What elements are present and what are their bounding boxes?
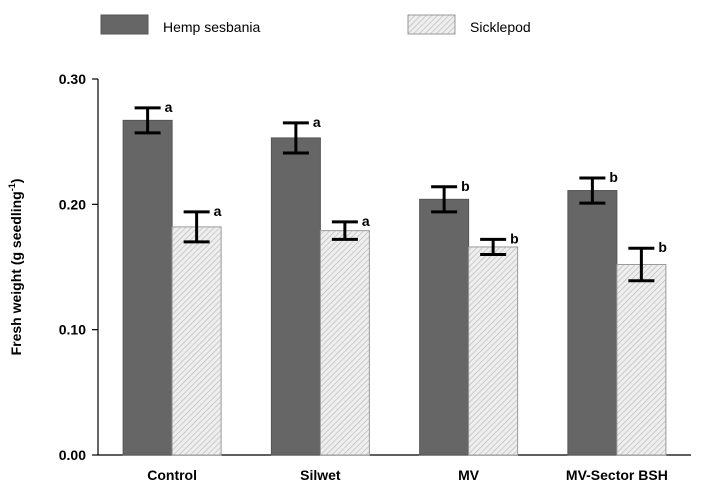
significance-label: a	[362, 213, 370, 229]
bar	[122, 119, 173, 456]
bars	[122, 119, 667, 456]
legend-label-sicklepod: Sicklepod	[470, 19, 531, 35]
bar	[270, 137, 321, 456]
significance-label: a	[214, 203, 222, 219]
significance-label: b	[461, 178, 470, 194]
y-tick-label: 0.10	[59, 322, 86, 338]
legend-label-hemp-sesbania: Hemp sesbania	[163, 19, 260, 35]
significance-label: a	[165, 99, 173, 115]
legend-swatch-hemp-sesbania	[100, 14, 149, 35]
y-axis-label-main: Fresh weight (g seedling	[8, 191, 24, 355]
category-label: Silwet	[300, 467, 341, 482]
category-label: Control	[147, 467, 197, 482]
significance-label: b	[658, 239, 667, 255]
legend-swatch-sicklepod	[407, 14, 456, 35]
significance-labels: a a a a b b b b	[165, 99, 667, 255]
y-axis: 0.00 0.10 0.20 0.30	[59, 71, 99, 463]
bar	[319, 230, 370, 456]
error-bars	[134, 106, 655, 283]
bar	[616, 263, 667, 456]
y-axis-label: Fresh weight (g seedling-1)	[7, 179, 24, 356]
significance-label: b	[510, 230, 519, 246]
bar	[468, 246, 519, 456]
bar	[419, 198, 470, 456]
category-label: MV	[458, 467, 480, 482]
category-label: MV-Sector BSH	[566, 467, 668, 482]
legend: Hemp sesbania Sicklepod	[100, 14, 531, 35]
y-tick-label: 0.20	[59, 196, 86, 212]
y-axis-label-superscript: -1	[7, 183, 17, 191]
y-axis-label-close: )	[8, 179, 24, 184]
significance-label: a	[313, 114, 321, 130]
bar	[171, 226, 222, 456]
significance-label: b	[609, 169, 618, 185]
bar	[567, 190, 618, 456]
category-labels: Control Silwet MV MV-Sector BSH	[147, 467, 668, 482]
y-tick-label: 0.30	[59, 71, 86, 87]
y-tick-label: 0.00	[59, 447, 86, 463]
